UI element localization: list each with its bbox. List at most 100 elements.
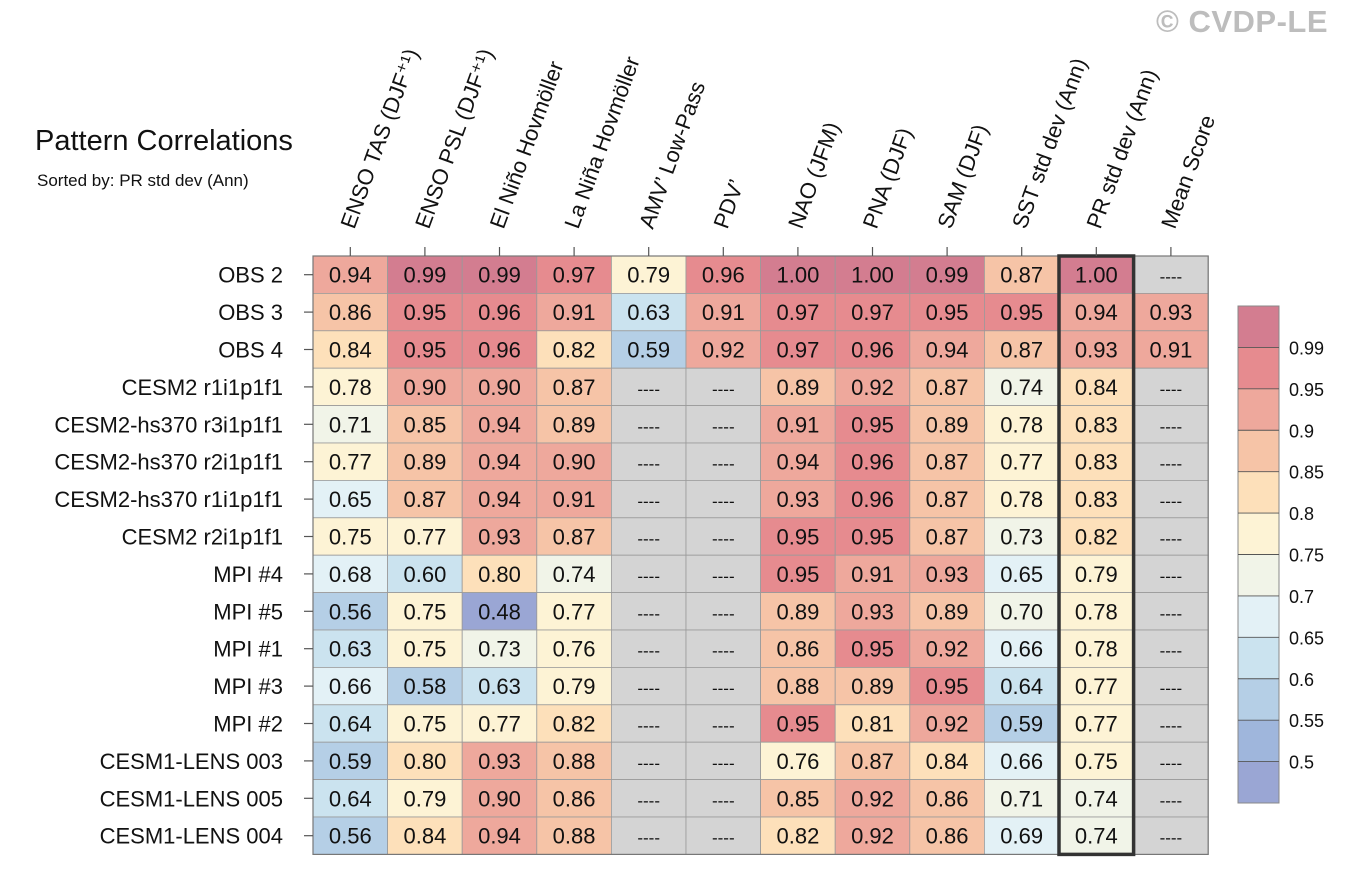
cell-value: ---- bbox=[1160, 604, 1183, 623]
cell-cesm1-lens-003-pdv bbox=[685, 741, 761, 781]
cell-value: 0.96 bbox=[851, 450, 894, 475]
cell-obs-2-mean-score bbox=[1133, 255, 1209, 294]
cell-mpi-2-pdv bbox=[685, 704, 761, 743]
cell-value: 0.82 bbox=[1075, 525, 1118, 550]
cell-value: 0.87 bbox=[553, 375, 596, 400]
cell-mpi-3-sam-djf bbox=[909, 667, 985, 706]
cell-value: 0.91 bbox=[851, 562, 894, 587]
cell-value: 0.86 bbox=[329, 300, 372, 325]
cell-mpi-2-sam-djf bbox=[909, 704, 985, 743]
cell-value: 0.73 bbox=[1000, 525, 1043, 550]
colorbar-band bbox=[1238, 761, 1279, 804]
cell-mpi-1-enso-psl-djf bbox=[387, 629, 463, 668]
cell-value: 0.60 bbox=[403, 562, 446, 587]
cell-mpi-5-sam-djf bbox=[909, 592, 985, 631]
cell-value: 0.91 bbox=[776, 412, 819, 437]
row-label-mpi-4: MPI #4 bbox=[213, 562, 283, 587]
cell-cesm1-lens-005-nao-jfm bbox=[760, 779, 836, 818]
cell-value: 0.84 bbox=[1075, 375, 1118, 400]
cell-value: 0.64 bbox=[329, 786, 372, 811]
cell-value: 0.82 bbox=[553, 712, 596, 737]
colorbar-band bbox=[1238, 554, 1279, 597]
cell-cesm1-lens-004-la-ni-a-hovm-ller bbox=[536, 816, 612, 855]
cell-value: 0.73 bbox=[478, 637, 521, 662]
colorbar-label: 0.65 bbox=[1289, 628, 1324, 648]
cell-mpi-4-pna-djf bbox=[834, 554, 911, 594]
cell-value: 0.99 bbox=[403, 263, 446, 288]
cell-obs-3-amv-low-pass bbox=[611, 292, 687, 332]
cell-cesm2-r1i1p1f1-enso-psl-djf bbox=[387, 367, 463, 407]
cell-mpi-2-nao-jfm bbox=[760, 704, 836, 743]
cell-value: ---- bbox=[637, 679, 660, 698]
cell-value: 0.93 bbox=[1075, 338, 1118, 363]
cell-value: 0.95 bbox=[776, 525, 819, 550]
column-label-la-ni-a-hovm-ller: La Niña Hovmöller bbox=[559, 53, 644, 232]
colorbar-label: 0.55 bbox=[1289, 711, 1324, 731]
cell-value: 0.84 bbox=[926, 749, 969, 774]
column-label-nao-jfm: NAO (JFM) bbox=[783, 119, 845, 232]
cell-value: 0.80 bbox=[403, 749, 446, 774]
cell-mpi-5-pdv bbox=[685, 592, 761, 631]
cell-cesm2-hs370-r1i1p1f1-enso-psl-djf bbox=[387, 479, 463, 519]
cell-value: 0.91 bbox=[1149, 338, 1192, 363]
cell-value: 0.83 bbox=[1075, 487, 1118, 512]
cell-value: 0.96 bbox=[851, 338, 894, 363]
cell-value: 0.66 bbox=[1000, 637, 1043, 662]
cell-value: ---- bbox=[637, 604, 660, 623]
cell-value: 0.77 bbox=[1075, 674, 1118, 699]
cell-cesm1-lens-004-enso-tas-djf bbox=[312, 816, 388, 855]
cell-value: 0.89 bbox=[776, 599, 819, 624]
colorbar-band bbox=[1238, 720, 1279, 763]
cell-value: ---- bbox=[637, 717, 660, 736]
cell-value: ---- bbox=[637, 791, 660, 810]
cell-cesm1-lens-004-sam-djf bbox=[909, 816, 985, 855]
cell-value: 0.58 bbox=[403, 674, 446, 699]
cell-value: ---- bbox=[1160, 717, 1183, 736]
cell-value: 0.90 bbox=[403, 375, 446, 400]
cell-value: 0.88 bbox=[553, 749, 596, 774]
cell-mpi-5-sst-std-dev-ann bbox=[984, 592, 1060, 631]
cell-value: 0.80 bbox=[478, 562, 521, 587]
cell-value: ---- bbox=[1160, 829, 1183, 848]
cell-value: 1.00 bbox=[851, 263, 894, 288]
cell-cesm2-hs370-r1i1p1f1-la-ni-a-hovm-ller bbox=[536, 479, 612, 519]
cell-cesm2-hs370-r1i1p1f1-pr-std-dev-ann bbox=[1058, 479, 1134, 519]
cell-mpi-2-el-ni-o-hovm-ller bbox=[461, 704, 538, 743]
row-label-cesm2-hs370-r2i1p1f1: CESM2-hs370 r2i1p1f1 bbox=[54, 450, 283, 475]
cell-mpi-4-el-ni-o-hovm-ller bbox=[461, 554, 538, 594]
cell-value: ---- bbox=[1160, 791, 1183, 810]
column-label-sam-djf: SAM (DJF) bbox=[932, 121, 993, 232]
colorbar-label: 0.75 bbox=[1289, 546, 1324, 566]
cell-cesm2-hs370-r2i1p1f1-sam-djf bbox=[909, 442, 985, 481]
colorbar-label: 0.6 bbox=[1289, 670, 1314, 690]
cell-value: 0.89 bbox=[403, 450, 446, 475]
cell-cesm1-lens-005-amv-low-pass bbox=[611, 779, 687, 818]
cell-cesm2-hs370-r3i1p1f1-la-ni-a-hovm-ller bbox=[536, 405, 612, 444]
cell-value: 0.95 bbox=[926, 300, 969, 325]
cell-value: 0.65 bbox=[329, 487, 372, 512]
cell-cesm2-hs370-r2i1p1f1-enso-psl-djf bbox=[387, 442, 463, 481]
colorbar-label: 0.7 bbox=[1289, 587, 1314, 607]
cell-obs-4-pdv bbox=[685, 330, 761, 369]
cell-value: 0.94 bbox=[776, 450, 819, 475]
cell-obs-2-pna-djf bbox=[834, 255, 911, 294]
cell-value: 0.94 bbox=[478, 412, 521, 437]
cell-value: 0.96 bbox=[702, 263, 745, 288]
cell-cesm2-r1i1p1f1-sst-std-dev-ann bbox=[984, 367, 1060, 407]
cell-obs-3-sam-djf bbox=[909, 292, 985, 332]
cell-value: 0.87 bbox=[1000, 338, 1043, 363]
row-label-obs-4: OBS 4 bbox=[218, 338, 283, 363]
cell-value: 0.83 bbox=[1075, 450, 1118, 475]
watermark: © CVDP-LE bbox=[1156, 4, 1329, 39]
cell-cesm2-hs370-r1i1p1f1-amv-low-pass bbox=[611, 479, 687, 519]
colorbar-band bbox=[1238, 430, 1279, 473]
cell-mpi-3-pdv bbox=[685, 667, 761, 706]
cell-obs-2-pr-std-dev-ann bbox=[1058, 255, 1134, 294]
cell-value: 0.85 bbox=[776, 786, 819, 811]
cell-mpi-1-sam-djf bbox=[909, 629, 985, 668]
cell-value: ---- bbox=[712, 679, 735, 698]
cell-cesm2-r1i1p1f1-enso-tas-djf bbox=[312, 367, 388, 407]
cell-obs-3-pr-std-dev-ann bbox=[1058, 292, 1134, 332]
cell-value: ---- bbox=[712, 829, 735, 848]
cell-value: 0.95 bbox=[776, 562, 819, 587]
